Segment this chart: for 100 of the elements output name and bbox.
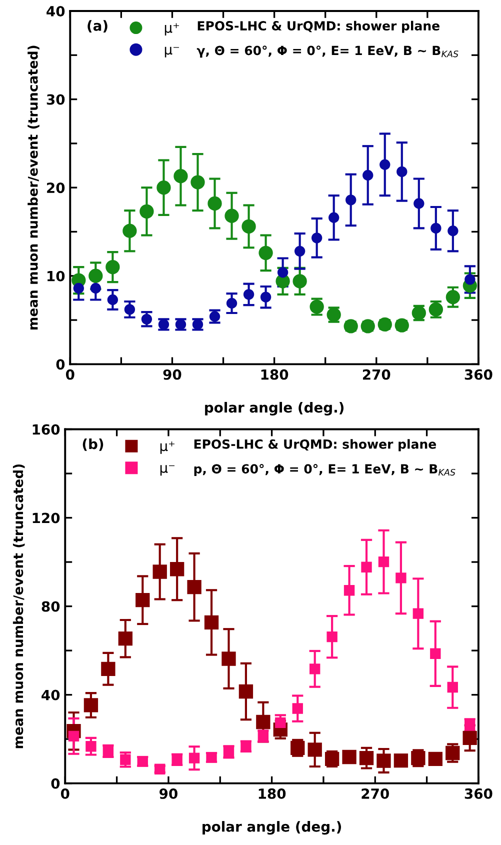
legend-label: μ⁺ [164,23,179,36]
annotation: EPOS-LHC & UrQMD: shower plane [194,439,436,452]
point [152,564,167,579]
point [118,632,132,646]
point [346,194,356,206]
point [430,222,442,234]
x-axis-title: polar angle (deg.) [202,821,341,835]
point [292,274,307,288]
point [106,260,120,274]
point [84,698,98,712]
x-tick-label: 270 [362,369,390,380]
point [361,562,372,572]
point [86,741,96,752]
point [446,746,460,760]
point [120,754,131,765]
point [187,580,202,594]
point [394,753,408,768]
point [170,562,184,576]
point [90,282,102,294]
point [378,556,390,568]
point [136,593,150,608]
point [226,298,238,309]
legend-label: μ⁺ [160,442,174,454]
point [224,208,239,223]
point [188,752,200,764]
legend-label: μ⁻ [164,46,179,58]
point [68,730,80,742]
y-tick-label: 10 [48,270,65,282]
point [342,750,356,764]
point [464,274,476,285]
point [222,652,236,666]
y-tick-label: 40 [46,6,65,16]
point [277,267,288,278]
point [107,294,118,306]
x-tick-label: 270 [362,788,389,799]
point [208,196,222,211]
point [362,170,374,181]
legend-label: μ⁻ [160,465,174,476]
point [256,714,270,730]
point [88,268,103,283]
point [73,282,84,294]
point [292,703,303,714]
y-tick-label: 80 [42,601,60,612]
text: (a) [88,20,108,33]
point [447,682,458,693]
point [328,212,340,223]
y-tick-label: 20 [47,182,65,194]
point [414,198,424,209]
text: (b) [82,438,104,451]
point [430,648,441,659]
x-axis-title: polar angle (deg.) [205,402,344,416]
point [310,664,320,674]
y-tick-label: 120 [32,512,60,524]
point [258,246,273,260]
annotation: EPOS-LHC & UrQMD: shower plane [198,20,440,33]
x-tick-label: 180 [261,369,288,380]
point [446,290,460,304]
point [308,742,322,757]
y-tick-label: 40 [42,690,60,700]
y-axis-title: mean muon number/event (truncated) [12,464,25,748]
point [376,754,391,768]
y-tick-label: 160 [32,424,60,435]
point [359,751,374,766]
point [122,224,137,238]
x-tick-label: 180 [258,788,286,799]
point [428,752,442,766]
point [242,219,256,234]
point [154,764,166,774]
point [462,730,477,746]
x-tick-label: 90 [163,369,182,380]
point [380,159,390,170]
point [174,169,188,184]
point [238,684,254,699]
annotation: γ, Θ = 60°, Φ = 0°, E= 1 EeV, B ~ B$_{KAS}$ [196,46,458,58]
point [243,289,254,300]
point [396,572,406,584]
point [294,246,306,257]
x-tick-label: 90 [160,788,178,799]
point [101,662,116,676]
y-tick-label: 0 [51,778,60,789]
point [141,314,152,325]
annotation: p, Θ = 60°, Φ = 0°, E= 1 EeV, B ~ B$_{KAS}$ [194,464,456,476]
y-tick-label: 0 [56,359,65,370]
point [311,232,322,244]
point [326,631,338,642]
point [275,717,286,728]
x-tick-label: 0 [66,369,74,380]
point [448,226,458,236]
x-tick-label: 360 [464,369,492,380]
y-axis-title: mean muon number/event (truncated) [28,46,40,330]
point [396,166,408,178]
point [412,608,424,619]
point [204,615,219,630]
x-tick-label: 360 [464,788,492,799]
point [344,585,355,596]
point [190,175,205,190]
point [378,317,392,332]
point [140,204,154,219]
point [156,180,171,195]
point [260,292,272,302]
